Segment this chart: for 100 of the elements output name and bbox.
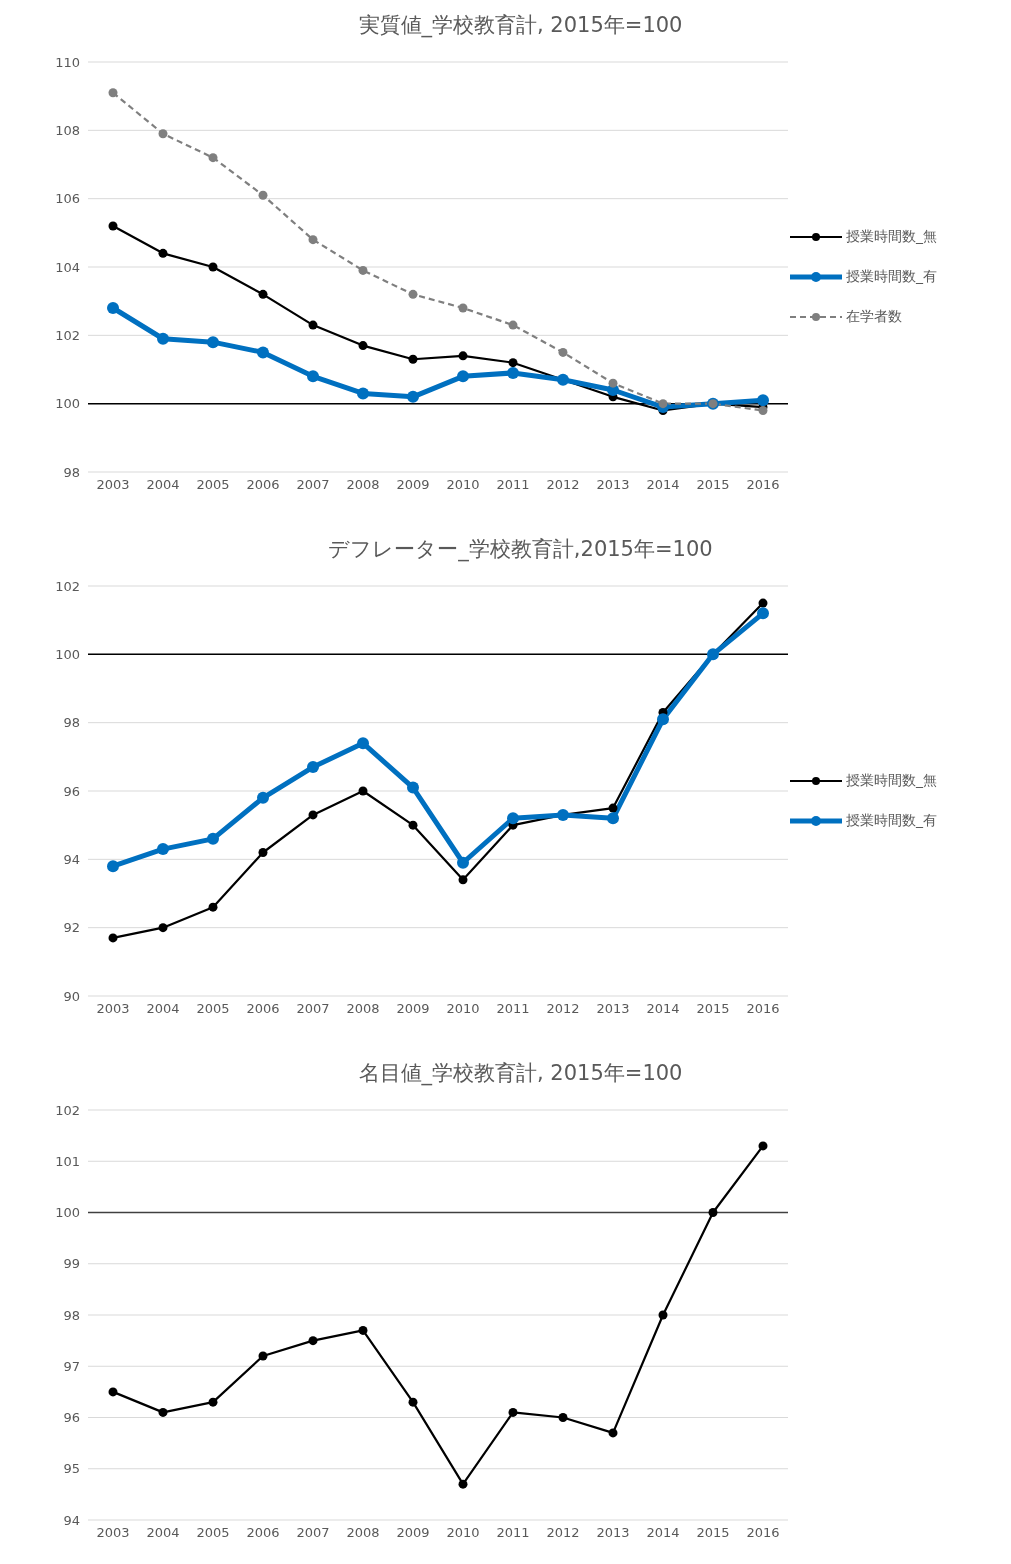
y-tick-label: 100 <box>55 1205 80 1221</box>
x-tick-label: 2014 <box>646 1001 680 1017</box>
x-tick-label: 2012 <box>546 477 580 493</box>
point <box>607 812 619 825</box>
point <box>358 786 368 796</box>
x-tick-label: 2013 <box>596 1525 630 1541</box>
point <box>408 1397 418 1407</box>
point <box>307 761 319 774</box>
point <box>608 378 618 388</box>
point <box>457 856 469 869</box>
point <box>308 1336 318 1346</box>
point <box>357 737 369 750</box>
x-tick-label: 2013 <box>596 1001 630 1017</box>
y-tick-label: 96 <box>63 783 80 799</box>
point <box>308 320 318 330</box>
x-tick-label: 2012 <box>546 1525 580 1541</box>
point <box>257 346 269 359</box>
legend-label: 授業時間数_無 <box>846 772 937 790</box>
x-tick-label: 2008 <box>346 1001 380 1017</box>
x-tick-label: 2009 <box>396 477 430 493</box>
point <box>758 406 768 415</box>
y-tick-label: 108 <box>55 122 80 138</box>
legend-label: 在学者数 <box>846 308 902 326</box>
point <box>157 332 169 345</box>
point <box>408 820 418 830</box>
point <box>158 248 168 258</box>
x-tick-label: 2011 <box>496 477 530 493</box>
point <box>508 358 518 368</box>
x-tick-label: 2009 <box>396 1525 430 1541</box>
x-tick-label: 2010 <box>446 1001 480 1017</box>
x-tick-label: 2003 <box>96 1525 130 1541</box>
point <box>758 1141 768 1151</box>
x-tick-label: 2005 <box>196 477 230 493</box>
point <box>608 1428 618 1438</box>
x-tick-label: 2005 <box>196 1525 230 1541</box>
point <box>558 347 568 357</box>
x-tick-label: 2015 <box>696 1001 730 1017</box>
point <box>208 153 218 163</box>
point <box>108 88 118 98</box>
point <box>307 370 319 383</box>
y-tick-label: 92 <box>63 920 80 936</box>
point <box>258 289 268 299</box>
point <box>157 843 169 856</box>
x-tick-label: 2011 <box>496 1001 530 1017</box>
x-tick-label: 2008 <box>346 1525 380 1541</box>
y-tick-label: 95 <box>63 1461 80 1477</box>
x-tick-label: 2010 <box>446 477 480 493</box>
point <box>458 303 468 313</box>
y-tick-label: 104 <box>55 259 80 275</box>
x-tick-label: 2012 <box>546 1001 580 1017</box>
x-tick-label: 2005 <box>196 1001 230 1017</box>
point <box>258 1351 268 1361</box>
x-tick-label: 2013 <box>596 477 630 493</box>
x-tick-label: 2014 <box>646 1525 680 1541</box>
x-tick-label: 2006 <box>246 1001 280 1017</box>
point <box>358 265 368 275</box>
point <box>208 262 218 272</box>
x-tick-label: 2014 <box>646 477 680 493</box>
point <box>408 289 418 299</box>
y-tick-label: 98 <box>63 715 80 731</box>
x-tick-label: 2016 <box>746 1001 780 1017</box>
point <box>507 366 519 379</box>
x-tick-label: 2016 <box>746 477 780 493</box>
x-tick-label: 2003 <box>96 477 130 493</box>
point <box>458 1479 468 1489</box>
point <box>358 1325 368 1335</box>
chart-title: 実質値_学校教育計, 2015年=100 <box>357 12 684 40</box>
x-tick-label: 2010 <box>446 1525 480 1541</box>
y-tick-label: 97 <box>63 1358 80 1374</box>
point <box>207 832 219 845</box>
point <box>758 598 768 608</box>
point <box>207 336 219 349</box>
y-tick-label: 110 <box>55 54 80 70</box>
y-tick-label: 101 <box>55 1153 80 1169</box>
x-tick-label: 2009 <box>396 1001 430 1017</box>
y-tick-label: 100 <box>55 396 80 412</box>
y-tick-label: 98 <box>63 464 80 480</box>
point <box>208 902 218 912</box>
x-tick-label: 2015 <box>696 477 730 493</box>
point <box>258 848 268 857</box>
x-tick-label: 2004 <box>146 1525 180 1541</box>
point <box>407 390 419 403</box>
y-tick-label: 96 <box>63 1410 80 1426</box>
point <box>407 781 419 794</box>
point <box>158 923 168 933</box>
point <box>357 387 369 400</box>
point <box>308 235 318 245</box>
y-tick-label: 106 <box>55 191 80 207</box>
point <box>507 812 519 825</box>
point <box>457 370 469 383</box>
point <box>658 1310 668 1320</box>
point <box>458 351 468 361</box>
x-tick-label: 2003 <box>96 1001 130 1017</box>
y-tick-label: 102 <box>55 578 80 594</box>
legend-label: 授業時間数_有 <box>846 268 937 286</box>
point <box>107 860 119 873</box>
point <box>258 190 268 200</box>
x-tick-label: 2004 <box>146 477 180 493</box>
point <box>408 354 418 364</box>
point <box>108 933 118 943</box>
